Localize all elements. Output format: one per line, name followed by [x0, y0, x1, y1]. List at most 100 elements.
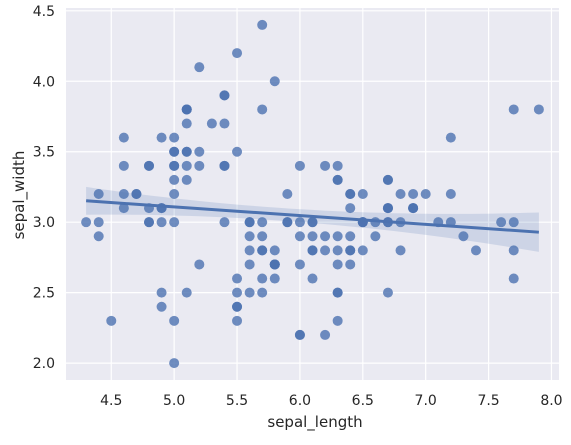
y-tick-label: 2.0 — [33, 356, 55, 372]
data-points — [81, 19, 544, 369]
data-point — [357, 245, 368, 256]
data-point — [81, 217, 92, 228]
data-point — [131, 189, 142, 199]
data-point — [169, 189, 180, 199]
data-point — [93, 217, 104, 228]
data-point — [320, 160, 331, 171]
data-point — [144, 160, 155, 171]
data-point — [320, 245, 331, 256]
data-point — [181, 146, 192, 157]
data-point — [320, 329, 331, 340]
data-point — [257, 273, 268, 284]
data-point — [395, 245, 406, 256]
data-point — [169, 160, 180, 171]
data-point — [345, 259, 356, 270]
x-tick-label: 6.5 — [352, 393, 374, 409]
data-point — [332, 245, 343, 256]
data-point — [181, 174, 192, 185]
data-point — [408, 189, 419, 199]
data-point — [169, 217, 180, 228]
y-tick-label: 4.5 — [33, 4, 55, 20]
data-point — [156, 132, 167, 143]
data-point — [219, 160, 230, 171]
data-point — [307, 273, 318, 284]
regression-line — [86, 199, 539, 234]
x-tick-label: 8.0 — [540, 393, 562, 409]
data-point — [496, 217, 507, 228]
data-point — [269, 76, 280, 87]
data-point — [294, 231, 305, 242]
data-point — [332, 287, 343, 298]
data-point — [244, 231, 255, 242]
data-point — [194, 146, 205, 157]
data-point — [257, 231, 268, 242]
data-point — [307, 231, 318, 242]
data-point — [144, 217, 155, 228]
data-point — [181, 287, 192, 298]
data-point — [169, 146, 180, 157]
data-point — [118, 203, 129, 214]
data-point — [93, 189, 104, 199]
data-point — [106, 315, 117, 326]
data-point — [269, 245, 280, 256]
data-point — [232, 287, 243, 298]
data-point — [118, 160, 129, 171]
data-point — [332, 174, 343, 185]
data-point — [508, 104, 519, 115]
data-point — [194, 259, 205, 270]
data-point — [345, 203, 356, 214]
data-point — [181, 104, 192, 115]
data-point — [257, 104, 268, 115]
data-point — [382, 174, 393, 185]
regression-fit-line — [86, 199, 539, 234]
data-point — [118, 132, 129, 143]
data-point — [156, 287, 167, 298]
data-point — [345, 189, 356, 199]
x-tick-label: 6.0 — [289, 393, 311, 409]
data-point — [382, 287, 393, 298]
data-point — [269, 273, 280, 284]
data-point — [93, 231, 104, 242]
data-point — [294, 329, 305, 340]
data-point — [395, 189, 406, 199]
data-point — [345, 245, 356, 256]
data-point — [194, 62, 205, 73]
data-point — [181, 118, 192, 129]
data-point — [156, 301, 167, 312]
data-point — [307, 217, 318, 228]
data-point — [294, 259, 305, 270]
data-point — [320, 231, 331, 242]
y-tick-label: 2.5 — [33, 286, 55, 302]
x-tick-label: 4.5 — [100, 393, 122, 409]
y-axis-label: sepal_width — [10, 151, 29, 240]
data-point — [118, 189, 129, 199]
plot-area — [66, 8, 559, 380]
data-point — [257, 287, 268, 298]
data-point — [156, 217, 167, 228]
data-point — [219, 118, 230, 129]
data-point — [169, 132, 180, 143]
data-point — [332, 231, 343, 242]
data-point — [420, 189, 431, 199]
data-point — [232, 315, 243, 326]
y-tick-label: 4.0 — [33, 74, 55, 90]
data-point — [232, 301, 243, 312]
data-point — [533, 104, 544, 115]
data-point — [232, 273, 243, 284]
y-tick-label: 3.5 — [33, 145, 55, 161]
data-point — [470, 245, 481, 256]
data-point — [169, 358, 180, 369]
data-point — [257, 217, 268, 228]
data-point — [206, 118, 217, 129]
data-point — [445, 132, 456, 143]
data-point — [445, 189, 456, 199]
data-point — [244, 217, 255, 228]
y-tick-label: 3.0 — [33, 215, 55, 231]
data-point — [282, 189, 293, 199]
data-point — [332, 315, 343, 326]
x-tick-label: 7.0 — [415, 393, 437, 409]
data-point — [194, 160, 205, 171]
data-point — [345, 231, 356, 242]
